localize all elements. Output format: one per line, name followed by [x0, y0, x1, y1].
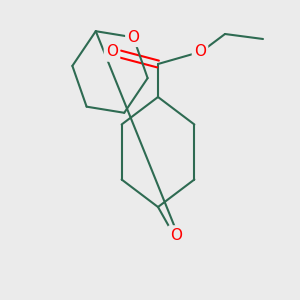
Text: O: O — [128, 30, 140, 45]
Text: O: O — [170, 227, 182, 242]
Text: O: O — [194, 44, 206, 59]
Text: O: O — [106, 44, 118, 59]
